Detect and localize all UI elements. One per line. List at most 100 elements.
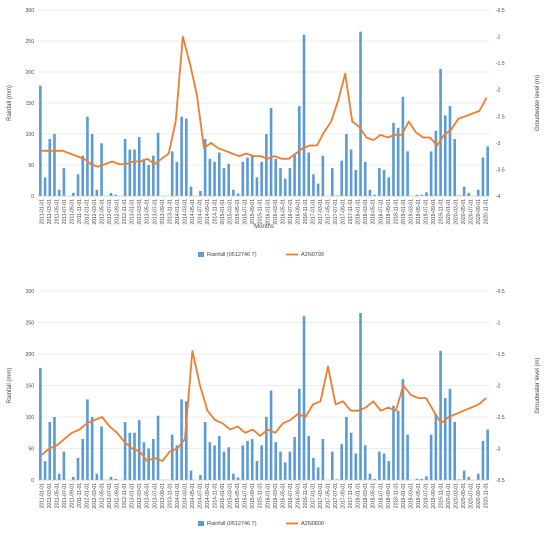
y-axis-title: Rainfall (mm): [7, 368, 13, 404]
y2-tick-label: -2: [496, 384, 501, 390]
x-tick-label: 2019-03-01: [408, 483, 414, 509]
rainfall-bar: [260, 161, 263, 196]
x-tick-label: 2015-01-01: [220, 199, 226, 225]
x-tick-label: 2020-01-01: [446, 199, 452, 225]
rainfall-bar: [114, 194, 117, 196]
y2-tick-label: -3: [496, 141, 501, 147]
x-tick-label: 2015-03-01: [228, 199, 234, 225]
x-tick-label: 2011-07-01: [62, 483, 68, 508]
x-tick-label: 2011-11-01: [77, 483, 83, 508]
rainfall-bar: [180, 399, 183, 480]
x-tick-label: 2013-11-01: [167, 483, 173, 508]
rainfall-bar: [241, 445, 245, 480]
rainfall-bar: [43, 177, 47, 196]
x-tick-label: 2012-03-01: [92, 199, 98, 225]
x-tick-label: 2020-11-01: [484, 199, 490, 224]
x-tick-label: 2015-11-01: [258, 483, 264, 508]
x-tick-label: 2014-07-01: [198, 199, 204, 225]
rainfall-bar: [378, 451, 381, 480]
rainfall-bar: [142, 158, 146, 196]
rainfall-bar: [217, 435, 221, 480]
legend-label-groundwater: A2N0799: [301, 252, 324, 258]
rainfall-bar: [208, 158, 212, 196]
rainfall-bar: [203, 422, 207, 480]
y-tick-label: 0: [31, 194, 34, 200]
x-tick-label: 2019-09-01: [431, 199, 437, 225]
x-tick-label: 2012-07-01: [107, 483, 113, 509]
rainfall-bar: [255, 177, 259, 196]
y2-tick-label: -4: [496, 194, 501, 200]
x-tick-label: 2012-09-01: [115, 199, 121, 225]
rainfall-bar: [448, 106, 452, 196]
x-tick-label: 2015-11-01: [258, 199, 264, 224]
legend-label-groundwater: A2N0800: [301, 521, 324, 527]
x-tick-label: 2011-09-01: [69, 199, 75, 224]
y-tick-label: 100: [26, 415, 35, 421]
y-tick-label: 300: [26, 8, 35, 14]
rainfall-bar: [133, 432, 136, 480]
y-tick-label: 150: [26, 101, 35, 107]
rainfall-bar: [255, 461, 259, 480]
rainfall-bar: [232, 473, 235, 480]
y2-tick-label: -2.5: [496, 415, 505, 421]
rainfall-bar: [401, 96, 405, 196]
x-tick-label: 2016-01-01: [265, 199, 271, 225]
x-tick-label: 2018-03-01: [363, 199, 369, 225]
x-tick-label: 2012-11-01: [122, 199, 128, 224]
x-tick-label: 2015-09-01: [250, 483, 256, 509]
rainfall-bar: [123, 138, 127, 196]
rainfall-bar: [335, 195, 339, 196]
x-tick-label: 2020-01-01: [446, 483, 452, 509]
rainfall-bar: [307, 152, 311, 196]
x-tick-label: 2020-11-01: [484, 483, 490, 508]
rainfall-bar: [274, 442, 278, 480]
x-tick-label: 2018-11-01: [393, 199, 399, 224]
rainfall-bar: [81, 439, 85, 480]
y-tick-label: 100: [26, 132, 35, 138]
x-tick-label: 2017-07-01: [333, 199, 339, 225]
rainfall-bar: [462, 186, 466, 196]
rainfall-bar: [185, 118, 188, 196]
x-tick-label: 2011-05-01: [54, 199, 60, 224]
rainfall-bar: [250, 155, 254, 196]
rainfall-bar: [95, 473, 99, 480]
y2-tick-label: -1: [496, 35, 501, 41]
y2-tick-label: -2: [496, 88, 501, 94]
x-tick-label: 2016-03-01: [273, 483, 279, 509]
rainfall-bar: [189, 470, 193, 480]
x-tick-label: 2013-01-01: [130, 483, 136, 509]
rainfall-bar: [359, 31, 362, 197]
rainfall-bar: [152, 155, 155, 196]
x-tick-label: 2018-09-01: [386, 483, 392, 509]
x-tick-label: 2012-01-01: [85, 483, 91, 509]
x-tick-label: 2019-07-01: [424, 483, 430, 509]
rainfall-bar: [39, 367, 42, 480]
x-tick-label: 2016-05-01: [280, 199, 286, 225]
x-tick-label: 2020-07-01: [469, 483, 475, 509]
x-tick-label: 2020-05-01: [461, 199, 467, 225]
rainfall-bar: [335, 479, 339, 480]
x-tick-label: 2013-05-01: [145, 199, 151, 225]
y-tick-label: 50: [28, 447, 34, 453]
rainfall-bar: [406, 434, 409, 480]
x-tick-label: 2019-01-01: [401, 199, 407, 225]
rainfall-bar: [62, 168, 66, 196]
x-tick-label: 2017-09-01: [341, 483, 347, 509]
x-tick-label: 2020-03-01: [454, 483, 460, 509]
x-tick-label: 2018-01-01: [356, 199, 362, 225]
rainfall-bar: [481, 157, 485, 196]
rainfall-bar: [156, 415, 160, 480]
x-tick-label: 2014-09-01: [205, 199, 211, 225]
rainfall-bar: [288, 451, 292, 480]
x-tick-label: 2012-05-01: [100, 199, 106, 225]
x-tick-label: 2017-01-01: [311, 483, 317, 509]
rainfall-bar: [345, 134, 348, 196]
y2-axis-title: Groudwater level (m): [535, 357, 541, 413]
x-tick-label: 2020-09-01: [476, 199, 482, 225]
x-tick-label: 2020-03-01: [454, 199, 460, 225]
x-tick-label: 2019-03-01: [408, 199, 414, 225]
x-tick-label: 2012-03-01: [92, 483, 98, 509]
rainfall-bar: [434, 130, 438, 196]
rainfall-bar: [128, 432, 132, 480]
y-tick-label: 50: [28, 163, 34, 169]
